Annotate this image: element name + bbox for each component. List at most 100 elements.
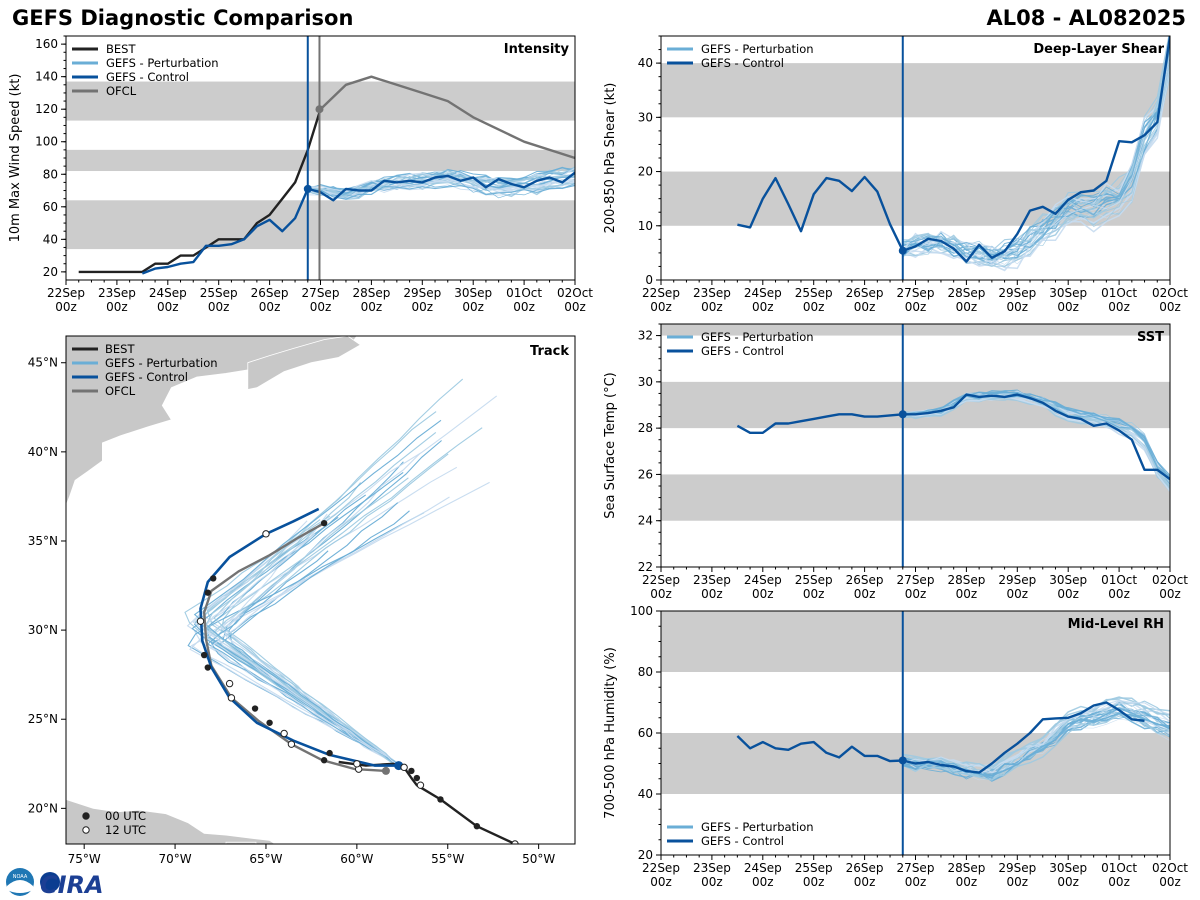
track-00utc-marker [200, 651, 208, 659]
sst-xtick-hour: 00z [1057, 587, 1079, 601]
track-12utc-marker [416, 781, 425, 789]
track-perturbation-line [190, 496, 450, 767]
shear-xtick-hour: 00z [905, 300, 927, 314]
rh-xtick-hour: 00z [752, 875, 774, 889]
intensity-panel: 2040608010012014016022Sep00z23Sep00z24Se… [8, 35, 593, 314]
shear-ytick-label: 10 [638, 219, 653, 233]
rh-ytick-label: 40 [638, 787, 653, 801]
track-12utc-marker [225, 679, 234, 688]
intensity-xtick-hour: 00z [106, 300, 128, 314]
shear-legend-label: GEFS - Control [701, 56, 784, 70]
shear-xtick-hour: 00z [1007, 300, 1029, 314]
sst-xtick-hour: 00z [956, 587, 978, 601]
track-perturbation-line [210, 510, 410, 767]
track-00utc-marker [266, 719, 273, 726]
intensity-xtick-day: 26Sep [251, 286, 289, 300]
shear-legend-label: GEFS - Perturbation [701, 42, 814, 56]
track-perturbation-line [189, 481, 490, 767]
track-00utc-marker [473, 822, 481, 830]
sst-control-init-marker [898, 410, 907, 419]
track-perturbation-line [218, 502, 399, 767]
rh-xtick-hour: 00z [1108, 875, 1130, 889]
sst-ytick-label: 26 [638, 467, 653, 481]
sst-xtick-hour: 00z [1007, 587, 1029, 601]
intensity-xtick-hour: 00z [310, 300, 332, 314]
track-perturbation-line [203, 533, 398, 766]
page-title: GEFS Diagnostic Comparison [12, 6, 354, 30]
intensity-legend-label: BEST [106, 42, 136, 56]
rh-xtick-hour: 00z [1159, 875, 1181, 889]
track-marker-legend-label: 12 UTC [105, 823, 146, 837]
track-00utc-marker [413, 774, 421, 782]
shear-xtick-day: 22Sep [642, 286, 680, 300]
intensity-title: Intensity [504, 42, 570, 57]
intensity-perturbation-line [307, 173, 575, 195]
sst-xtick-hour: 00z [803, 587, 825, 601]
track-perturbation-line [210, 578, 400, 767]
track-lat-label: 20°N [28, 801, 58, 815]
shear-xtick-day: 29Sep [998, 286, 1036, 300]
rh-ytick-label: 60 [638, 726, 653, 740]
shear-xtick-day: 27Sep [897, 286, 935, 300]
rh-xtick-hour: 00z [1057, 875, 1079, 889]
intensity-xtick-hour: 00z [462, 300, 484, 314]
intensity-ytick-label: 20 [43, 265, 58, 279]
shear-xtick-hour: 00z [752, 300, 774, 314]
intensity-ofcl-init-marker [315, 105, 324, 114]
shear-panel: 01020304022Sep00z23Sep00z24Sep00z25Sep00… [603, 35, 1188, 314]
track-best-line [338, 760, 518, 844]
intensity-xtick-day: 01Oct [506, 286, 542, 300]
track-lat-label: 35°N [28, 534, 58, 548]
sst-xtick-day: 01Oct [1101, 573, 1137, 587]
rh-threshold-band [661, 611, 1170, 672]
sst-perturbation-line [902, 391, 1170, 478]
track-marker-legend-label: 00 UTC [105, 809, 146, 823]
shear-ytick-label: 30 [638, 110, 653, 124]
shear-xtick-hour: 00z [803, 300, 825, 314]
sst-plot-area [661, 324, 1170, 521]
rh-xtick-hour: 00z [956, 875, 978, 889]
sst-legend-label: GEFS - Control [701, 344, 784, 358]
track-lat-label: 30°N [28, 623, 58, 637]
shear-perturbation-line [902, 40, 1170, 254]
track-perturbation-line [192, 395, 498, 767]
shear-control-init-marker [898, 246, 907, 255]
shear-xtick-hour: 00z [1159, 300, 1181, 314]
shear-ytick-label: 0 [645, 273, 653, 287]
shear-ytick-label: 20 [638, 165, 653, 179]
rh-perturbation-line [902, 697, 1170, 770]
rh-xtick-day: 24Sep [744, 861, 782, 875]
intensity-xtick-hour: 00z [55, 300, 77, 314]
rh-panel: 2040608010022Sep00z23Sep00z24Sep00z25Sep… [603, 604, 1188, 889]
intensity-threshold-band [66, 149, 575, 172]
intensity-xtick-day: 23Sep [98, 286, 136, 300]
sst-xtick-day: 29Sep [998, 573, 1036, 587]
rh-xtick-day: 25Sep [795, 861, 833, 875]
rh-xtick-day: 23Sep [693, 861, 731, 875]
shear-xtick-day: 02Oct [1152, 286, 1188, 300]
track-ofcl-init-marker [381, 766, 390, 775]
track-perturbation-line [193, 419, 442, 767]
intensity-ytick-label: 40 [43, 232, 58, 246]
sst-xtick-day: 28Sep [947, 573, 985, 587]
rh-legend-label: GEFS - Perturbation [701, 820, 814, 834]
intensity-xtick-day: 27Sep [302, 286, 340, 300]
intensity-threshold-band [66, 200, 575, 250]
shear-xtick-hour: 00z [1057, 300, 1079, 314]
track-lat-label: 40°N [28, 445, 58, 459]
shear-xtick-day: 28Sep [947, 286, 985, 300]
rh-xtick-day: 01Oct [1101, 861, 1137, 875]
track-perturbation-line [220, 482, 402, 767]
sst-ytick-label: 24 [638, 514, 653, 528]
rh-ylabel: 700-500 hPa Humidity (%) [603, 647, 618, 819]
storm-id-title: AL08 - AL082025 [986, 6, 1187, 30]
logo-area: NOAA CIRA [6, 868, 104, 899]
sst-ytick-label: 32 [638, 329, 653, 343]
shear-xtick-day: 26Sep [846, 286, 884, 300]
shear-xtick-hour: 00z [701, 300, 723, 314]
intensity-threshold-band [66, 81, 575, 121]
caribbean-land [66, 798, 276, 844]
rh-xtick-hour: 00z [650, 875, 672, 889]
sst-threshold-band [661, 474, 1170, 521]
rh-perturbation-line [902, 698, 1170, 771]
